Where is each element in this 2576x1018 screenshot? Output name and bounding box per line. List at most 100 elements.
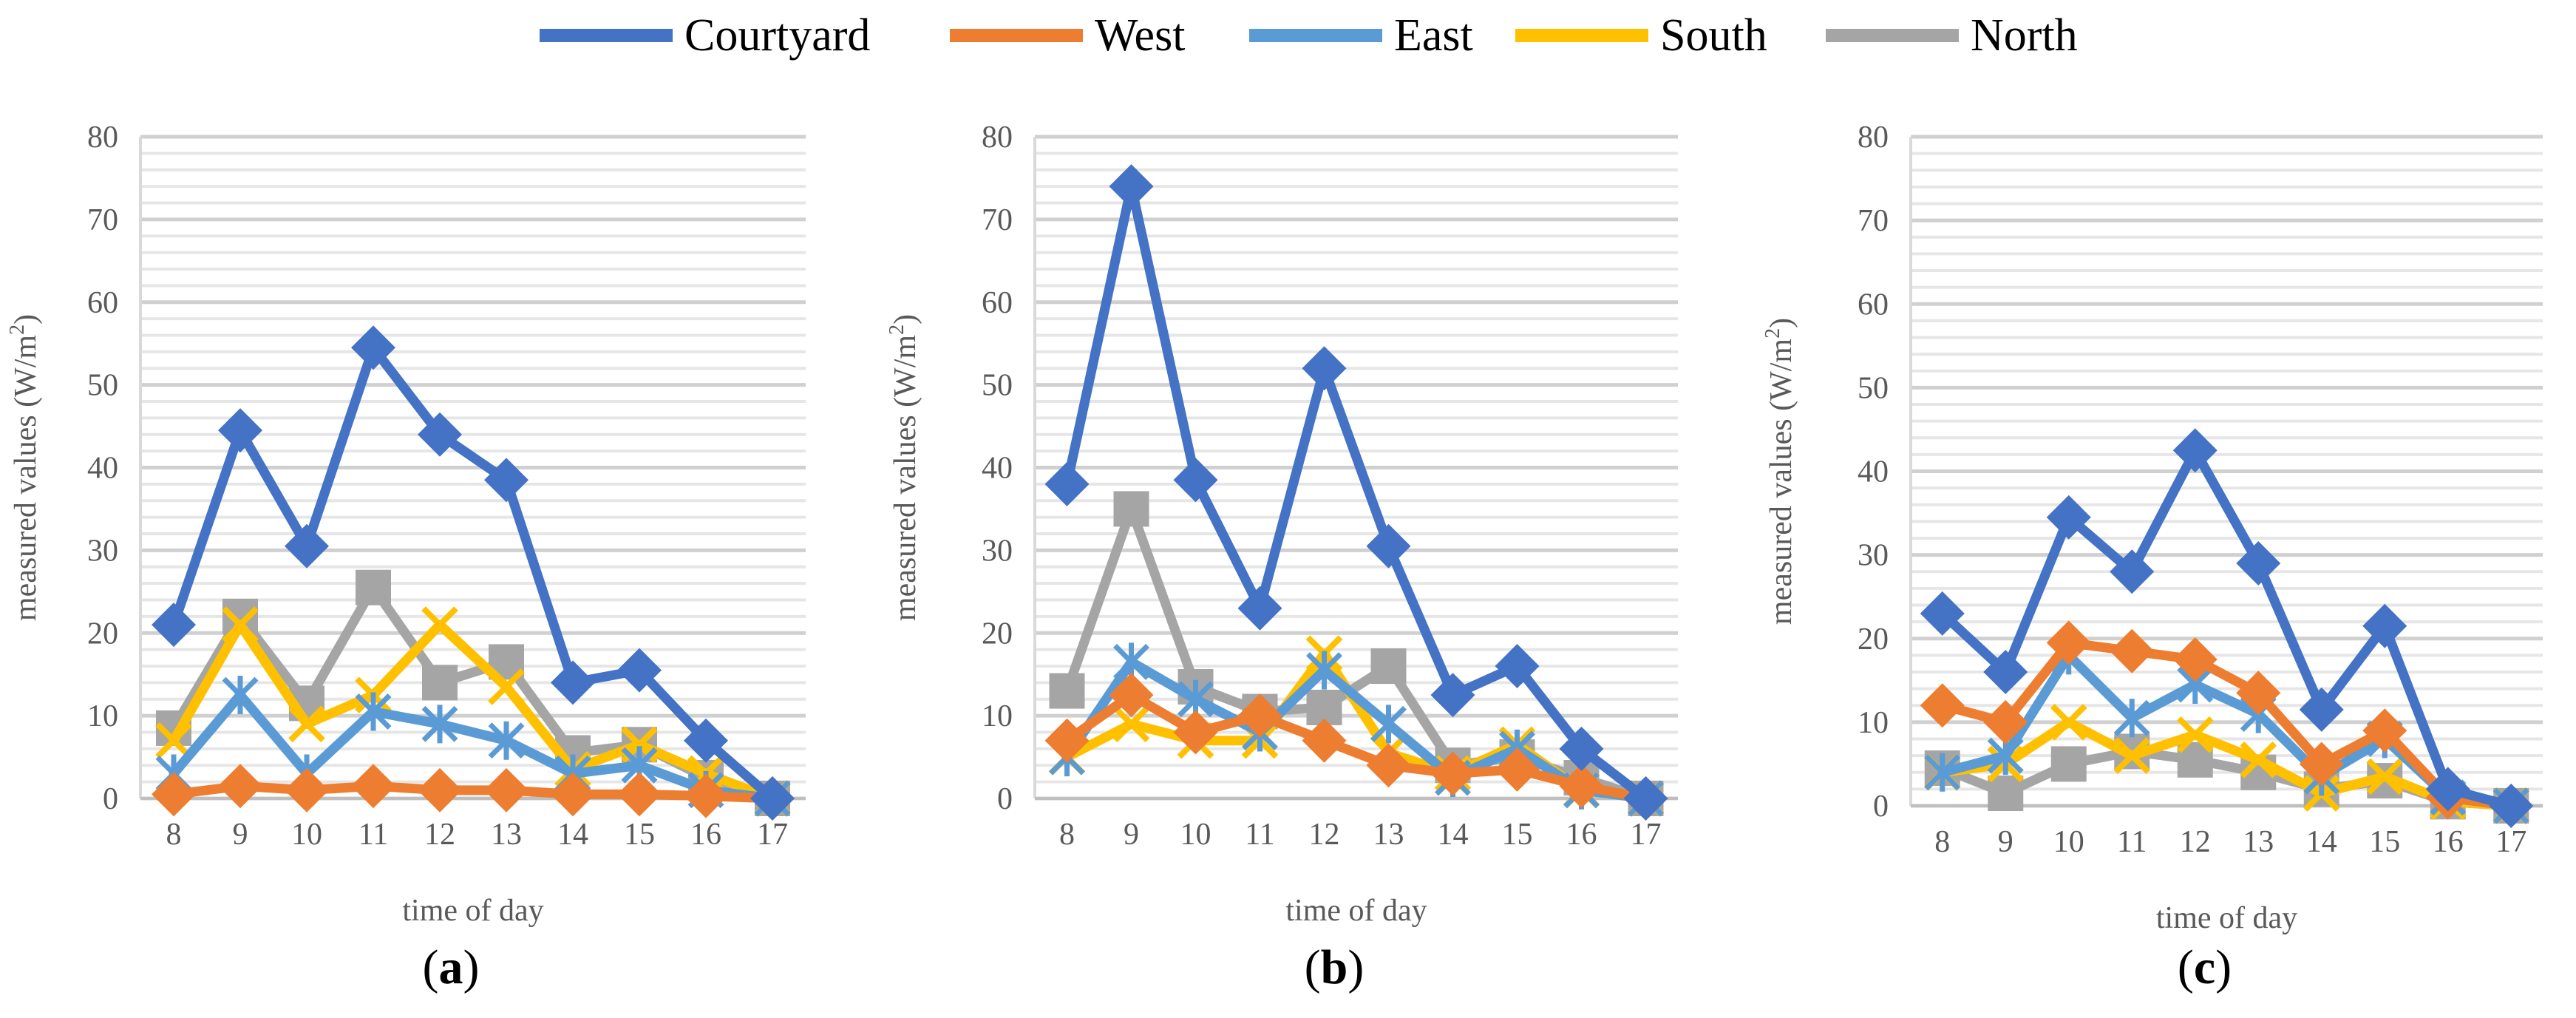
data-point [1495, 644, 1540, 688]
series-line [1937, 637, 2516, 811]
series-line [169, 342, 778, 804]
x-tick-label: 13 [2243, 825, 2274, 859]
data-point [1109, 164, 1154, 209]
data-point [684, 773, 728, 818]
y-tick-label: 40 [982, 452, 1013, 486]
x-tick-label: 17 [757, 818, 788, 852]
y-tick-label: 50 [87, 369, 118, 403]
chart-panel-a: 0 10 20 30 40 50 60 70 80 8 9 10 11 12 13 14 15 16 17 time … [6, 121, 806, 994]
y-tick-label: 0 [103, 782, 118, 816]
data-point [684, 718, 728, 763]
y-tick-label: 20 [982, 617, 1013, 651]
y-tick-label: 30 [87, 534, 118, 568]
x-tick-label: 17 [1631, 818, 1662, 852]
x-tick-label: 14 [557, 818, 588, 852]
y-axis-label-tail: ) [9, 314, 43, 325]
legend-label: South [1660, 10, 1767, 61]
data-point [1366, 743, 1411, 788]
panel-label-close: ) [2215, 940, 2232, 994]
y-tick-label: 60 [1858, 288, 1889, 322]
x-tick-label: 14 [2306, 825, 2337, 859]
x-tick-label: 13 [1373, 818, 1404, 852]
y-tick-label: 0 [1873, 790, 1889, 824]
data-point [222, 676, 259, 715]
series-line [169, 781, 778, 804]
legend-item-north: North [1826, 10, 2078, 61]
legend-item-west: West [950, 10, 1185, 61]
data-point [1113, 491, 1149, 527]
data-point [422, 665, 458, 701]
y-axis-label-superscript: 2 [1761, 328, 1784, 339]
y-tick-label: 10 [982, 699, 1013, 733]
y-axis-label-main: measured values (W/m [888, 335, 922, 622]
x-tick-label: 10 [2053, 825, 2084, 859]
series-line [169, 690, 778, 804]
data-point [551, 772, 595, 817]
panel-label: (a) [423, 940, 480, 994]
data-point [1924, 753, 1961, 792]
data-point [356, 569, 391, 605]
data-point [1370, 705, 1407, 744]
legend: Courtyard West East South North [540, 10, 2078, 61]
y-tick-label: 80 [87, 121, 118, 155]
data-point [1302, 718, 1347, 763]
y-axis-label-superscript: 2 [6, 325, 29, 335]
y-tick-label: 60 [87, 286, 118, 320]
y-tick-label: 20 [1858, 622, 1889, 656]
series-courtyard [1044, 164, 1668, 821]
data-point [2113, 737, 2151, 774]
data-point [2366, 758, 2404, 795]
data-point [2113, 699, 2150, 738]
panel-label-letter: a [439, 940, 463, 994]
panel-label-letter: c [2194, 940, 2215, 994]
data-point [2425, 767, 2470, 812]
legend-label: North [1971, 10, 2078, 61]
data-point [617, 648, 662, 693]
data-point [152, 772, 196, 817]
data-point [152, 603, 196, 648]
data-point [1237, 693, 1282, 739]
x-tick-label: 11 [1245, 818, 1274, 852]
panel-label-close: ) [463, 940, 480, 994]
x-tick-label: 11 [2117, 825, 2147, 859]
x-tick-label: 8 [1059, 818, 1075, 852]
series-line [169, 620, 778, 804]
y-tick-label: 40 [1858, 455, 1889, 489]
data-point [222, 606, 259, 643]
data-point [1109, 673, 1154, 718]
data-point [418, 767, 462, 812]
data-point [488, 668, 525, 705]
data-point [1112, 705, 1150, 743]
legend-item-south: South [1515, 10, 1767, 61]
data-point [351, 325, 395, 370]
data-point [2299, 687, 2344, 732]
y-tick-label: 40 [87, 452, 118, 486]
series-line [1062, 656, 1651, 804]
panel-label-open: ( [2178, 940, 2194, 994]
data-point [1988, 776, 2024, 812]
y-tick-label: 80 [1858, 121, 1889, 155]
x-tick-label: 12 [424, 818, 455, 852]
y-tick-label: 50 [982, 369, 1013, 403]
data-point [617, 772, 662, 817]
gridlines [1911, 135, 2543, 808]
chart-panel-b: 0 10 20 30 40 50 60 70 80 8 9 10 11 12 13 14 15 16 17 time … [886, 121, 1678, 994]
x-tick-label: 17 [2495, 825, 2526, 859]
data-point [1920, 591, 1965, 636]
data-point [2236, 671, 2281, 716]
data-point [218, 408, 262, 453]
x-tick-label: 8 [166, 818, 182, 852]
y-tick-label: 70 [1858, 204, 1889, 238]
x-tick-label: 11 [358, 818, 388, 852]
series-line [1062, 690, 1651, 804]
data-point [1044, 718, 1090, 763]
series-west [1920, 620, 2534, 828]
data-point [355, 692, 392, 731]
data-point [2362, 708, 2407, 753]
data-point [1983, 650, 2028, 694]
x-tick-label: 12 [2180, 825, 2211, 859]
data-point [2050, 704, 2087, 741]
data-point [418, 412, 462, 457]
data-point [288, 705, 325, 743]
